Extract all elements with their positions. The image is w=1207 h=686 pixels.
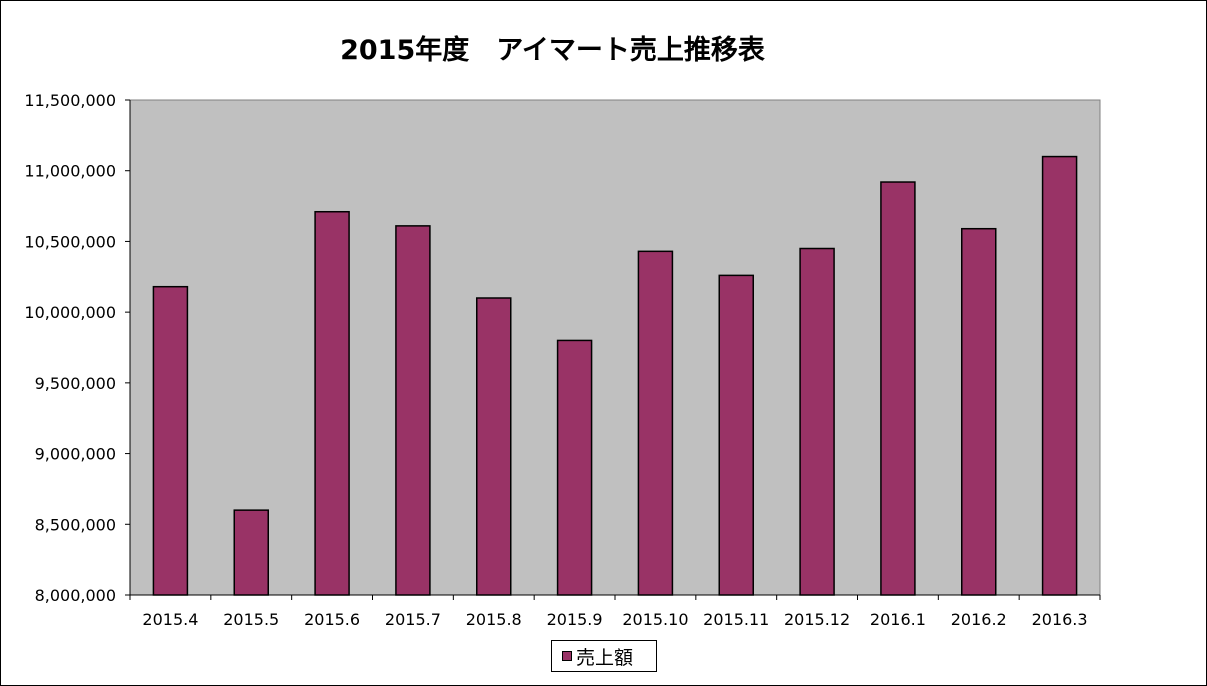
x-tick-label: 2015.9	[547, 610, 603, 629]
y-tick-label: 8,500,000	[35, 515, 116, 534]
x-tick-label: 2015.12	[784, 610, 850, 629]
legend: 売上額	[551, 640, 657, 672]
x-axis: 2015.4 2015.5 2015.6 2015.7 2015.8 2015.9 2015…	[129, 594, 1101, 629]
x-tick-label: 2016.3	[1032, 610, 1088, 629]
y-tick-label: 9,000,000	[35, 445, 116, 464]
y-axis: 8,000,000 8,500,000 9,000,000 9,500,000 10,0…	[24, 91, 131, 605]
bar	[476, 297, 512, 596]
bar	[314, 210, 350, 596]
bar	[152, 285, 189, 596]
x-tick-label: 2016.2	[951, 610, 1007, 629]
y-tick-label: 9,500,000	[35, 374, 116, 393]
bar	[961, 227, 997, 596]
bar	[880, 181, 916, 596]
x-tick-label: 2015.6	[304, 610, 360, 629]
bar	[637, 250, 674, 596]
bar	[395, 225, 431, 596]
y-tick-label: 11,500,000	[24, 91, 116, 110]
x-tick-label: 2015.10	[622, 610, 688, 629]
y-tick-label: 10,500,000	[24, 232, 116, 251]
y-tick-label: 11,000,000	[24, 162, 116, 181]
x-tick-label: 2015.7	[385, 610, 441, 629]
legend-label: 売上額	[576, 646, 634, 669]
chart-title: 2015年度 アイマート売上推移表	[340, 35, 765, 66]
x-tick-label: 2015.11	[703, 610, 769, 629]
x-tick-label: 2015.4	[142, 610, 198, 629]
bar	[233, 509, 269, 596]
bar	[1041, 155, 1078, 596]
x-tick-label: 2015.5	[223, 610, 279, 629]
bar	[556, 339, 593, 596]
bar-series	[152, 155, 1078, 596]
bar	[718, 274, 754, 596]
legend-swatch	[562, 651, 572, 661]
y-tick-label: 10,000,000	[24, 303, 116, 322]
bar	[799, 247, 835, 596]
x-tick-label: 2015.8	[466, 610, 522, 629]
y-tick-label: 8,000,000	[35, 586, 116, 605]
plot-area	[129, 99, 1101, 596]
x-tick-label: 2016.1	[870, 610, 926, 629]
